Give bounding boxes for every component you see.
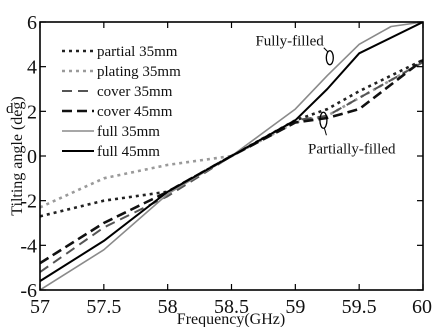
legend-label-5: full 45mm [97, 144, 160, 160]
legend-label-4: full 35mm [97, 124, 160, 140]
y-tick-label: -4 [20, 235, 37, 257]
partially-filled-leader [323, 128, 327, 136]
y-axis-title: Tilting angle (deg) [9, 96, 26, 215]
x-tick-label: 57.5 [86, 296, 121, 318]
series-line-4 [40, 22, 423, 290]
series-line-5 [40, 22, 423, 282]
clipped-legend-fragment: d [6, 101, 14, 117]
annotations: Fully-filled Partially-filled [255, 34, 395, 158]
partially-filled-marker [319, 111, 328, 129]
y-tick-label: 4 [27, 57, 37, 79]
fully-filled-leader [323, 47, 329, 53]
ticks-layer: 57 57.5 58 58.5 59 59.5 60 -6 -4 -2 0 2 4 6 [20, 12, 432, 318]
y-tick-label: -2 [20, 191, 37, 213]
legend-label-3: cover 45mm [97, 104, 173, 120]
y-tick-label: 0 [27, 146, 37, 168]
y-tick-label: -6 [20, 280, 37, 302]
x-tick-label: 59 [285, 296, 305, 318]
x-tick-label: 58 [158, 296, 178, 318]
x-tick-label: 58.5 [214, 296, 249, 318]
x-axis-title: Frequency(GHz) [177, 311, 285, 327]
partially-filled-label: Partially-filled [308, 141, 396, 157]
legend: partial 35mm plating 35mm cover 35mm cover … [62, 44, 181, 160]
legend-label-1: plating 35mm [97, 64, 181, 80]
fully-filled-label: Fully-filled [255, 34, 324, 50]
y-tick-label: 2 [27, 101, 37, 123]
series-layer [40, 22, 423, 290]
x-tick-label: 60 [412, 296, 432, 318]
legend-label-0: partial 35mm [97, 44, 178, 60]
y-tick-label: 6 [27, 12, 37, 34]
legend-label-2: cover 35mm [97, 84, 173, 100]
fully-filled-marker [325, 50, 334, 66]
x-tick-label: 57 [30, 296, 50, 318]
x-tick-label: 59.5 [342, 296, 377, 318]
